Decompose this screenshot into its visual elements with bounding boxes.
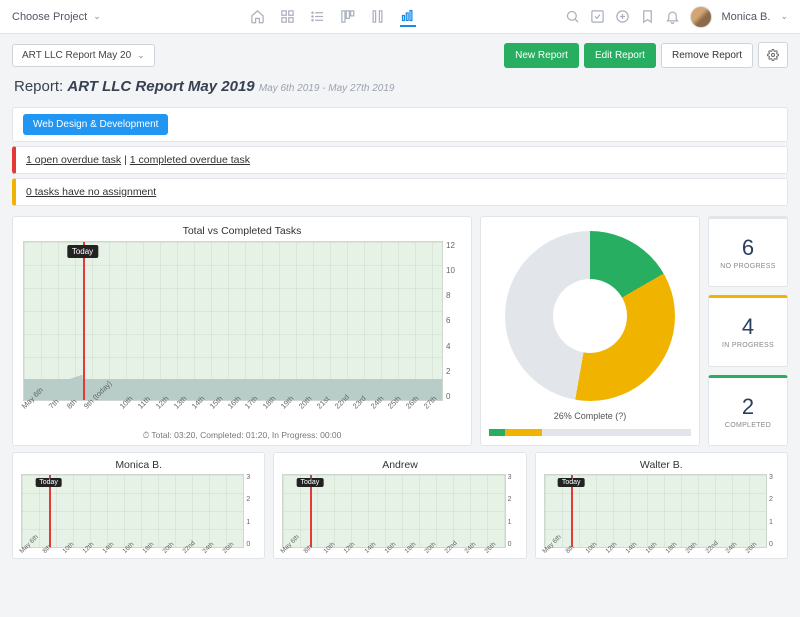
grid-icon[interactable] xyxy=(280,9,296,25)
stat-card[interactable]: 4 IN PROGRESS xyxy=(708,295,788,366)
title-range: May 6th 2019 - May 27th 2019 xyxy=(259,83,395,94)
stat-label: NO PROGRESS xyxy=(720,263,775,270)
username[interactable]: Monica B. xyxy=(722,11,771,23)
main-chart-title: Total vs Completed Tasks xyxy=(23,225,461,237)
stat-value: 6 xyxy=(742,235,754,261)
columns-icon[interactable] xyxy=(370,9,386,25)
title-name: ART LLC Report May 2019 xyxy=(67,78,254,95)
overdue-sep: | xyxy=(121,154,130,166)
main-chart-plot: Today xyxy=(23,241,443,401)
today-label: Today xyxy=(67,245,98,258)
title-prefix: Report: xyxy=(14,78,63,95)
stat-value: 4 xyxy=(742,314,754,340)
main-chart-card: Total vs Completed Tasks Today 121086420… xyxy=(12,216,472,446)
stat-column: 6 NO PROGRESS 4 IN PROGRESS 2 COMPLETED xyxy=(708,216,788,446)
person-chart-card: Monica B.Today3210May 6th8th10th12th14th… xyxy=(12,452,265,559)
list-icon[interactable] xyxy=(310,9,326,25)
search-icon[interactable] xyxy=(565,9,580,24)
overdue-open-link[interactable]: 1 open overdue task xyxy=(26,154,121,166)
stat-card[interactable]: 2 COMPLETED xyxy=(708,375,788,446)
project-tag[interactable]: Web Design & Development xyxy=(23,114,168,135)
stat-value: 2 xyxy=(742,394,754,420)
today-line xyxy=(83,242,85,400)
main-grid: Total vs Completed Tasks Today 121086420… xyxy=(0,210,800,452)
edit-report-button[interactable]: Edit Report xyxy=(584,43,656,68)
chevron-down-icon: ⌄ xyxy=(93,11,101,22)
home-icon[interactable] xyxy=(250,9,266,25)
overdue-banner: 1 open overdue task | 1 completed overdu… xyxy=(12,146,788,174)
remove-report-button[interactable]: Remove Report xyxy=(661,43,753,68)
main-chart-footer: ⏱ Total: 03:20, Completed: 01:20, In Pro… xyxy=(23,430,461,441)
top-right-actions: Monica B. ⌄ xyxy=(565,6,788,28)
report-dropdown-label: ART LLC Report May 20 xyxy=(22,50,131,61)
bookmark-icon[interactable] xyxy=(640,9,655,24)
chart-icon[interactable] xyxy=(400,11,416,27)
person-name: Andrew xyxy=(282,459,517,471)
report-title: Report: ART LLC Report May 2019 May 6th … xyxy=(0,76,800,103)
plus-icon[interactable] xyxy=(615,9,630,24)
main-chart-yaxis: 121086420 xyxy=(443,241,461,401)
project-selector[interactable]: Choose Project ⌄ xyxy=(12,11,101,23)
check-icon[interactable] xyxy=(590,9,605,24)
project-selector-label: Choose Project xyxy=(12,11,87,23)
donut-caption: 26% Complete (?) xyxy=(554,411,627,421)
unassigned-banner: 0 tasks have no assignment xyxy=(12,178,788,206)
progress-bar xyxy=(489,429,691,436)
board-icon[interactable] xyxy=(340,9,356,25)
person-name: Monica B. xyxy=(21,459,256,471)
overdue-completed-link[interactable]: 1 completed overdue task xyxy=(130,154,250,166)
new-report-button[interactable]: New Report xyxy=(504,43,579,68)
person-chart-card: Walter B.Today3210May 6th8th10th12th14th… xyxy=(535,452,788,559)
unassigned-link[interactable]: 0 tasks have no assignment xyxy=(26,186,156,198)
view-switcher xyxy=(250,9,416,25)
project-tag-banner: Web Design & Development xyxy=(12,107,788,142)
topbar: Choose Project ⌄ Monica B. ⌄ xyxy=(0,0,800,34)
settings-button[interactable] xyxy=(758,42,788,68)
bell-icon[interactable] xyxy=(665,9,680,24)
person-chart-card: AndrewToday3210May 6th8th10th12th14th16t… xyxy=(273,452,526,559)
stat-card[interactable]: 6 NO PROGRESS xyxy=(708,216,788,287)
donut-chart xyxy=(505,231,675,401)
chevron-down-icon: ⌄ xyxy=(780,11,788,22)
stat-label: COMPLETED xyxy=(725,422,771,429)
donut-card: 26% Complete (?) xyxy=(480,216,700,446)
report-toolbar: ART LLC Report May 20 ⌄ New Report Edit … xyxy=(0,34,800,76)
person-name: Walter B. xyxy=(544,459,779,471)
stat-label: IN PROGRESS xyxy=(722,342,774,349)
avatar[interactable] xyxy=(690,6,712,28)
chevron-down-icon: ⌄ xyxy=(137,50,145,61)
main-chart-xaxis: May 6th7th8th9th (today)10th11th12th13th… xyxy=(23,403,461,412)
report-dropdown[interactable]: ART LLC Report May 20 ⌄ xyxy=(12,44,155,67)
people-row: Monica B.Today3210May 6th8th10th12th14th… xyxy=(0,452,800,571)
